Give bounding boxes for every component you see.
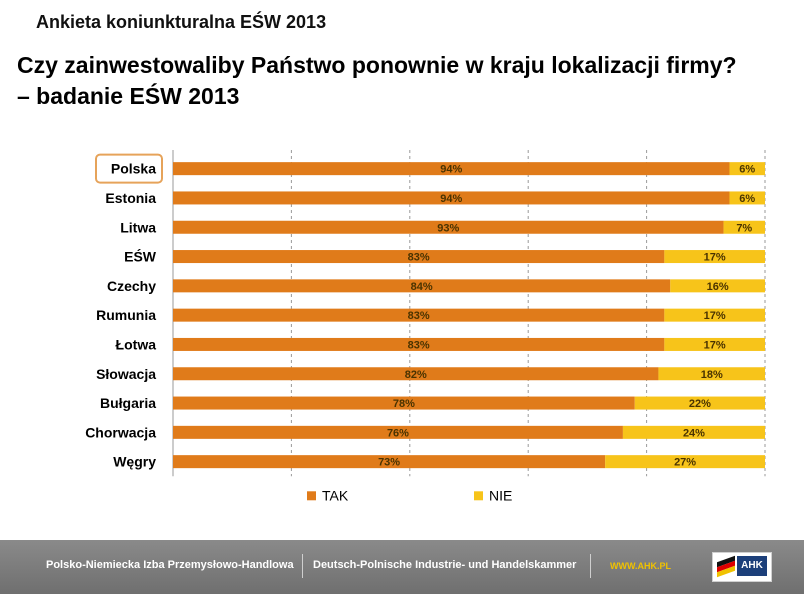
data-label: 24% [683,427,705,439]
flag-icon [717,555,735,578]
legend-swatch [307,491,316,501]
data-label: 18% [701,369,723,381]
data-label: 93% [437,222,459,234]
bar-nie [664,308,765,322]
bar-nie [605,455,765,469]
bar-tak [173,220,724,234]
bar-nie [634,396,765,410]
data-label: 22% [689,398,711,410]
legend-label: NIE [489,487,512,503]
bar-nie [622,425,765,439]
title-line-1: Czy zainwestowaliby Państwo ponownie w k… [17,52,737,78]
data-label: 16% [707,281,729,293]
data-label: 78% [393,398,415,410]
bar-tak [173,250,665,264]
category-label: Chorwacja [85,424,156,440]
ahk-logo-label: AHK [737,556,767,576]
category-label: Węgry [113,454,156,470]
data-label: 7% [736,222,752,234]
bar-nie [658,367,765,381]
category-label: Estonia [105,190,156,206]
stacked-bar-chart: Polska 94% 6% Estonia 94% 6% Litwa 93% 7% EŚW 83% 1… [85,150,766,503]
category-label: Czechy [107,278,156,294]
bar-tak [173,308,665,322]
footer-bar: Polsko-Niemiecka Izba Przemysłowo-Handlo… [0,540,804,594]
footer-separator [302,554,303,578]
footer-org-pl: Polsko-Niemiecka Izba Przemysłowo-Handlo… [46,559,294,571]
bar-nie [723,220,765,234]
highlight-box [95,153,163,184]
data-label: 17% [704,252,726,264]
category-label: Polska [111,161,156,177]
data-label: 76% [387,427,409,439]
data-label: 6% [739,193,755,205]
data-label: 83% [408,339,430,351]
ahk-logo: AHK [712,552,772,582]
bar-nie [670,279,765,293]
bar-nie [664,250,765,264]
data-label: 83% [408,252,430,264]
bar-nie [729,162,765,176]
title-line-2: – badanie EŚW 2013 [17,83,240,109]
data-label: 94% [440,164,462,176]
data-label: 17% [704,310,726,322]
bar-nie [664,337,765,351]
category-label: Słowacja [96,366,156,382]
bar-tak [173,455,606,469]
data-label: 82% [405,369,427,381]
supertitle: Ankieta koniunkturalna EŚW 2013 [36,12,327,32]
data-label: 6% [739,164,755,176]
legend-swatch [474,491,483,501]
footer-org-de: Deutsch-Polnische Industrie- und Handels… [313,559,577,571]
category-label: Bułgaria [100,395,156,411]
data-label: 73% [378,457,400,469]
bar-nie [729,191,765,205]
footer-separator [590,554,591,578]
legend-label: TAK [322,487,349,503]
page-title: Czy zainwestowaliby Państwo ponownie w k… [17,50,797,112]
data-label: 83% [408,310,430,322]
data-label: 27% [674,457,696,469]
data-label: 17% [704,339,726,351]
bar-tak [173,396,635,410]
bar-tak [173,162,730,176]
bar-tak [173,279,671,293]
bar-tak [173,367,659,381]
footer-url-link[interactable]: WWW.AHK.PL [610,561,671,571]
category-label: Łotwa [116,336,157,352]
bar-tak [173,191,730,205]
bar-tak [173,337,665,351]
category-label: Rumunia [96,307,156,323]
bar-tak [173,425,623,439]
category-label: EŚW [124,248,157,265]
data-label: 94% [440,193,462,205]
category-label: Litwa [120,219,156,235]
data-label: 84% [411,281,433,293]
